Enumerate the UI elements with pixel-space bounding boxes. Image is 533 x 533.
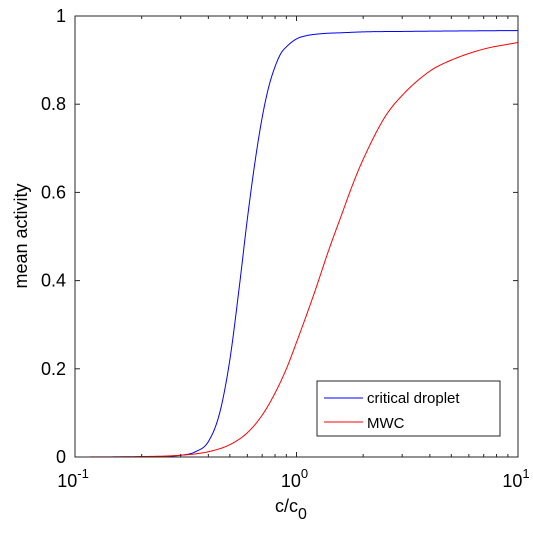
legend: critical droplet MWC (316, 380, 501, 437)
ticks-layer (74, 15, 519, 458)
y-tick-label: 0.2 (41, 359, 66, 379)
y-tick-label: 1 (56, 6, 66, 26)
legend-label-critical-droplet: critical droplet (367, 390, 460, 407)
x-tick-label: 10-1 (57, 466, 89, 491)
x-tick-labels: 10-1 100 101 (57, 466, 529, 491)
x-tick-label: 100 (281, 466, 308, 491)
y-tick-label: 0 (56, 447, 66, 467)
series-line-critical-droplet (75, 30, 519, 458)
series-layer (74, 30, 519, 458)
series-line-mwc (74, 41, 519, 458)
y-tick-label: 0.8 (41, 94, 66, 114)
y-tick-label: 0.4 (41, 271, 66, 291)
y-tick-labels: 0 0.2 0.4 0.6 0.8 1 (41, 6, 66, 467)
legend-label-mwc: MWC (367, 415, 405, 432)
x-axis-label: c/c0 (275, 496, 307, 523)
y-axis-label: mean activity (11, 183, 31, 288)
x-tick-label: 101 (502, 466, 529, 491)
y-tick-label: 0.6 (41, 182, 66, 202)
legend-box (316, 380, 501, 437)
